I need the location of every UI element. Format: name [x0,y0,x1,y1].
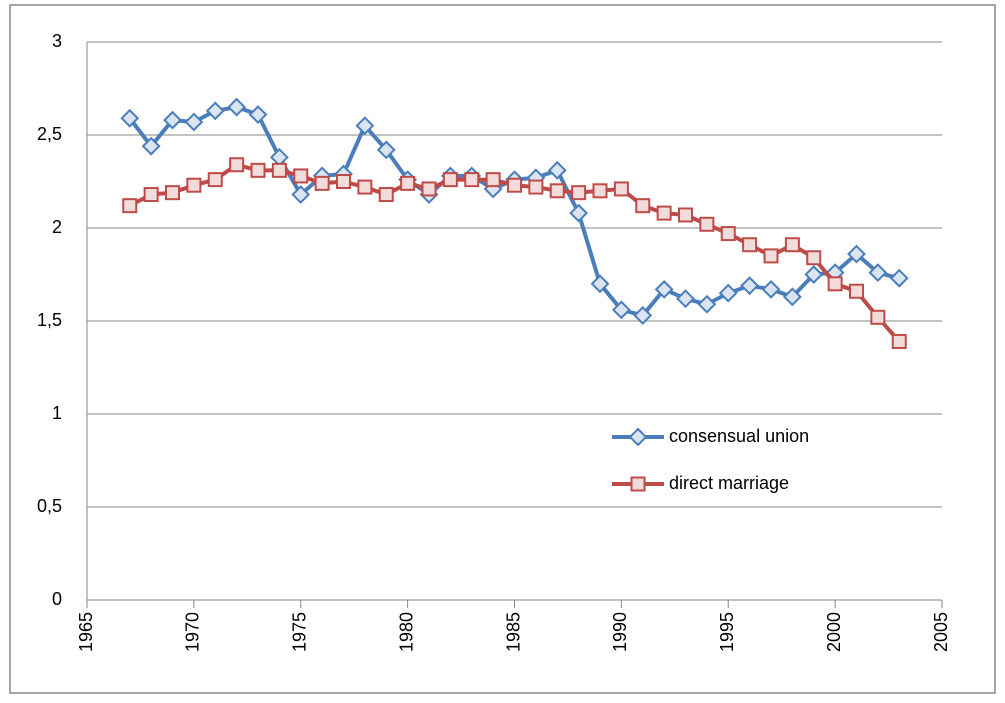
chart-frame [9,4,996,694]
x-tick-label: 1995 [717,612,737,652]
point [248,105,268,124]
point [592,183,608,199]
point [654,279,674,299]
y-tick-label: 0 [52,589,62,609]
point [742,237,758,253]
point [676,289,695,309]
legend-label: direct marriage [669,473,789,493]
point [891,333,907,349]
point [613,181,629,197]
point [271,162,287,178]
point [611,300,631,320]
point [784,237,800,253]
x-tick-label: 1985 [503,612,523,652]
x-tick-label: 1990 [610,612,630,652]
point [849,283,864,299]
point [569,203,589,223]
point [528,179,544,195]
y-tick-label: 1 [52,403,62,423]
point [122,198,138,214]
point [184,112,204,132]
point [763,248,779,264]
x-tick-label: 1980 [396,612,416,652]
x-tick-label: 1965 [76,612,96,652]
x-tick-label: 2005 [931,612,951,652]
point [464,172,480,188]
point [165,185,180,201]
point [314,175,330,191]
y-tick-label: 1,5 [37,310,62,330]
point [806,250,822,266]
point [143,187,159,203]
point [207,172,223,188]
y-tick-label: 2,5 [37,124,62,144]
y-tick-label: 3 [52,31,62,51]
point [720,226,736,242]
point [357,179,373,195]
point [120,108,140,128]
point [697,294,717,314]
point [378,187,394,203]
point [870,309,886,325]
point [889,268,909,288]
point [229,157,245,173]
point [571,185,587,201]
x-tick-label: 2000 [824,612,844,652]
point [590,274,610,294]
point [336,174,351,189]
point [376,140,396,160]
point [868,263,888,283]
point [547,160,567,180]
legend-label: consensual union [669,426,809,446]
legend-marker [630,476,646,492]
point [250,162,266,178]
point [291,185,311,204]
point [847,244,866,264]
point [163,110,182,130]
point [827,276,843,292]
point [761,279,781,299]
point [678,207,693,223]
point [633,306,653,325]
point [699,216,715,232]
legend-marker [628,427,648,447]
x-tick-label: 1970 [183,612,203,652]
point [782,287,802,307]
point [141,136,161,156]
point [804,265,824,284]
point [740,276,760,296]
point [400,175,416,191]
point [442,172,458,188]
point [507,177,522,193]
point [186,177,202,193]
point [549,183,565,199]
point [718,283,738,303]
point [355,116,375,136]
point [421,181,437,197]
x-tick-label: 1975 [290,612,310,652]
point [656,205,672,221]
point [635,198,651,214]
y-tick-label: 2 [52,217,62,237]
point [485,172,501,188]
point [227,97,247,117]
point [205,101,225,121]
point [293,168,309,184]
y-tick-label: 0,5 [37,496,62,516]
